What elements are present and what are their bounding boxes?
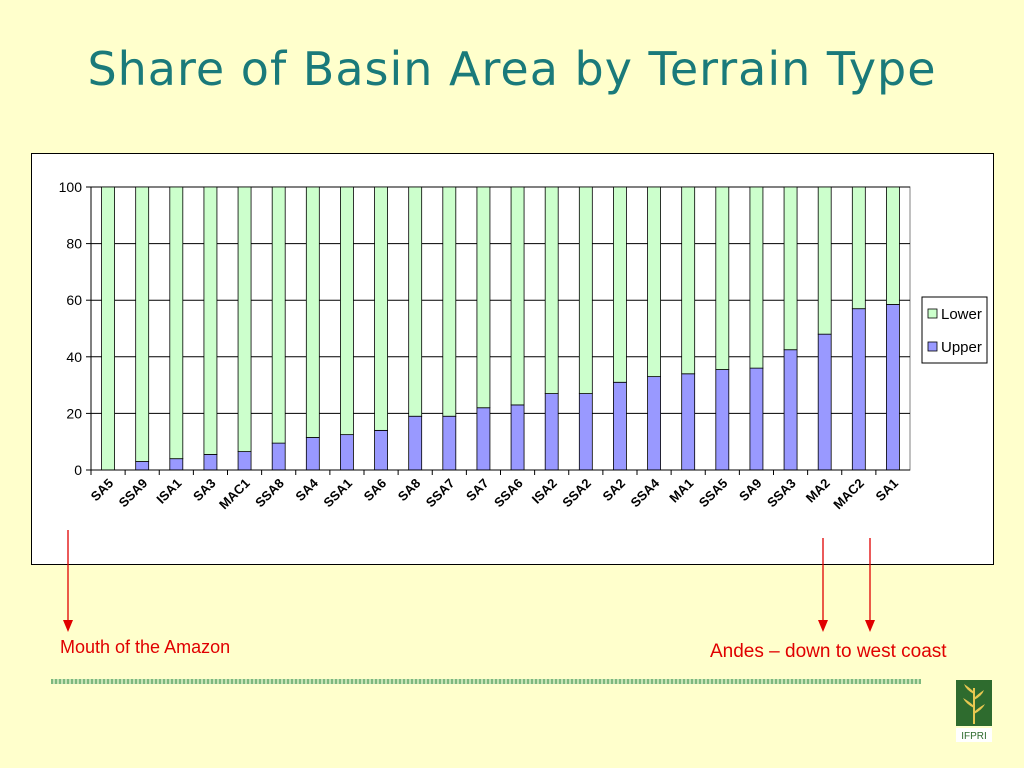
xtick-label-ISA1: ISA1 xyxy=(153,476,184,507)
bar-upper-SSA5 xyxy=(715,369,730,471)
bar-lower-SSA7 xyxy=(442,186,457,417)
xtick-label-SSA3: SSA3 xyxy=(764,476,799,511)
bar-lower-MA1 xyxy=(681,186,696,375)
logo-text: IFPRI xyxy=(961,731,987,742)
legend-label-lower: Lower xyxy=(941,306,982,323)
legend-label-upper: Upper xyxy=(941,339,982,356)
bar-upper-SSA7 xyxy=(442,415,457,471)
bar-lower-SA1 xyxy=(886,186,900,305)
bar-upper-SSA2 xyxy=(578,393,593,471)
bar-upper-SA8 xyxy=(408,415,423,471)
bar-lower-SSA2 xyxy=(578,186,593,394)
bar-upper-SA9 xyxy=(749,367,764,471)
bar-upper-MA2 xyxy=(817,333,832,471)
bar-upper-SSA6 xyxy=(510,404,525,471)
chart-frame: 0 20 40 60 80 100 SA5 SSA9 ISA1 SA3 MAC1 SSA8 SA4 SSA… xyxy=(31,153,994,565)
legend-swatch-upper xyxy=(927,341,938,352)
bar-lower-SA4 xyxy=(305,186,320,438)
bar-upper-SA2 xyxy=(613,381,627,471)
bar-upper-SA3 xyxy=(203,454,218,471)
bar-upper-SSA4 xyxy=(647,376,661,471)
bar-upper-MAC1 xyxy=(237,451,252,471)
note-andes: Andes – down to west coast xyxy=(710,641,947,662)
ytick-label-40: 40 xyxy=(66,349,82,365)
xtick-label-SA6: SA6 xyxy=(361,476,389,504)
bar-upper-SA4 xyxy=(305,437,320,471)
xtick-label-SA7: SA7 xyxy=(463,476,491,504)
xtick-label-ISA2: ISA2 xyxy=(529,476,560,507)
bar-lower-ISA2 xyxy=(544,186,559,394)
bar-lower-SSA8 xyxy=(271,186,286,444)
bar-upper-SSA8 xyxy=(271,442,286,471)
ytick-label-0: 0 xyxy=(74,462,82,478)
bar-upper-MA1 xyxy=(681,373,696,471)
xtick-label-MAC1: MAC1 xyxy=(216,476,253,513)
plot-area xyxy=(90,186,911,471)
note-mouth-of-amazon: Mouth of the Amazon xyxy=(60,637,231,657)
bar-upper-ISA2 xyxy=(544,393,559,471)
bar-lower-SSA9 xyxy=(135,186,150,462)
slide-title: Share of Basin Area by Terrain Type xyxy=(87,42,937,96)
xtick-label-MA2: MA2 xyxy=(803,476,833,506)
xtick-label-SSA4: SSA4 xyxy=(628,475,663,510)
legend-swatch-lower xyxy=(927,308,938,319)
bar-upper-SSA9 xyxy=(135,461,150,471)
bar-lower-SA7 xyxy=(476,186,491,409)
bar-upper-SSA1 xyxy=(340,434,354,471)
xtick-label-SSA9: SSA9 xyxy=(116,476,151,511)
bar-upper-MAC2 xyxy=(851,308,866,471)
bar-lower-SSA1 xyxy=(340,186,354,436)
xtick-label-SSA7: SSA7 xyxy=(423,476,458,511)
ytick-label-20: 20 xyxy=(66,405,82,421)
ytick-label-60: 60 xyxy=(66,292,82,308)
bar-lower-ISA1 xyxy=(169,186,184,460)
bar-upper-ISA1 xyxy=(169,458,184,471)
bar-upper-SA6 xyxy=(374,429,388,471)
bar-upper-SA1 xyxy=(886,304,900,471)
xtick-label-MAC2: MAC2 xyxy=(830,476,867,513)
bar-lower-SA2 xyxy=(613,186,627,383)
xtick-label-SA2: SA2 xyxy=(600,476,628,504)
bar-lower-SA8 xyxy=(408,186,423,417)
xtick-label-SA3: SA3 xyxy=(190,476,218,504)
xtick-label-SA5: SA5 xyxy=(88,476,116,504)
bar-lower-SA9 xyxy=(749,186,764,369)
xtick-label-SSA8: SSA8 xyxy=(252,476,287,511)
bar-lower-SA3 xyxy=(203,186,218,455)
xtick-label-SSA5: SSA5 xyxy=(696,476,731,511)
legend-box xyxy=(921,296,988,364)
ytick-label-100: 100 xyxy=(59,179,83,195)
bar-lower-MA2 xyxy=(817,186,832,335)
xtick-label-SA9: SA9 xyxy=(736,476,764,504)
bar-lower-SSA4 xyxy=(647,186,661,378)
xtick-label-SA1: SA1 xyxy=(873,476,901,504)
bar-lower-SA5 xyxy=(101,186,115,471)
ytick-label-80: 80 xyxy=(66,236,82,252)
bar-upper-SA7 xyxy=(476,407,491,471)
xtick-label-SA4: SA4 xyxy=(292,475,321,504)
xtick-label-SSA2: SSA2 xyxy=(559,476,594,511)
bar-upper-SSA3 xyxy=(783,349,798,471)
xtick-label-SSA6: SSA6 xyxy=(491,476,526,511)
bar-lower-SSA6 xyxy=(510,186,525,406)
xtick-label-SSA1: SSA1 xyxy=(320,476,355,511)
footer-divider xyxy=(51,679,921,684)
xtick-label-MA1: MA1 xyxy=(666,476,696,506)
xtick-label-SA8: SA8 xyxy=(395,476,423,504)
bar-lower-MAC1 xyxy=(237,186,252,453)
bar-lower-MAC2 xyxy=(851,186,866,310)
bar-lower-SA6 xyxy=(374,186,388,431)
ifpri-logo: IFPRI xyxy=(956,680,992,742)
bar-lower-SSA3 xyxy=(783,186,798,351)
bar-lower-SSA5 xyxy=(715,186,730,370)
